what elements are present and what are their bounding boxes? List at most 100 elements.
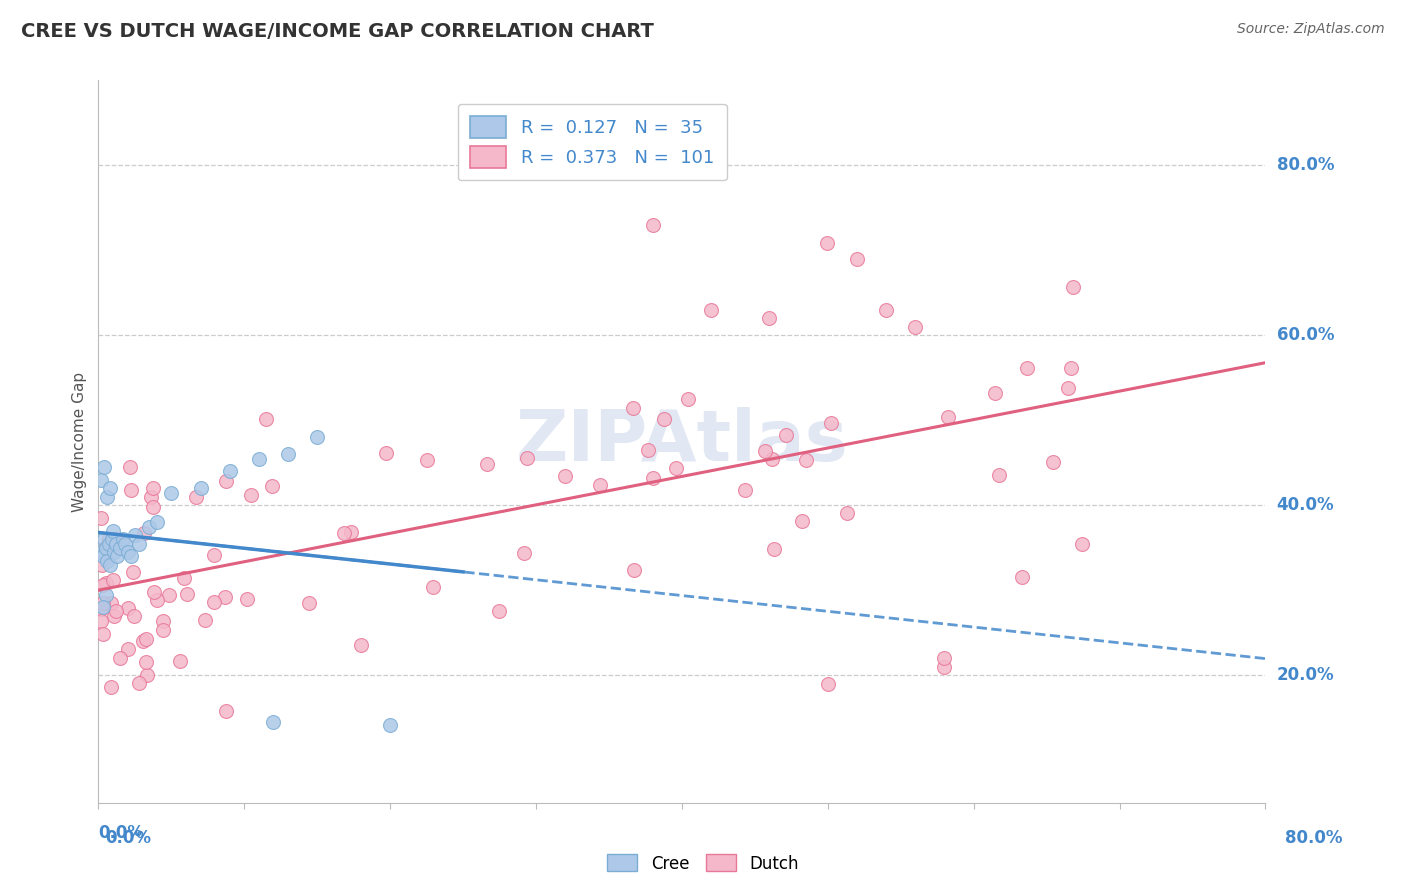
Point: [554, 469, 576, 483]
Point: [190, 481, 212, 495]
Point: [763, 541, 786, 556]
Point: [98, 532, 121, 546]
Point: [815, 235, 838, 250]
Point: [700, 302, 723, 317]
Point: [97, 536, 120, 550]
Y-axis label: Wage/Income Gap: Wage/Income Gap: [72, 371, 87, 512]
Point: [641, 218, 664, 232]
Point: [96, 490, 118, 504]
Point: [93, 596, 115, 610]
Point: [934, 660, 956, 674]
Point: [100, 533, 122, 547]
Point: [128, 536, 150, 550]
Point: [135, 632, 157, 647]
Point: [734, 483, 756, 498]
Point: [98, 481, 121, 495]
Point: [90, 473, 112, 487]
Point: [215, 474, 238, 488]
Point: [132, 634, 155, 648]
Point: [676, 392, 699, 407]
Point: [94, 575, 117, 590]
Point: [240, 487, 263, 501]
Point: [837, 506, 859, 520]
Legend: Cree, Dutch: Cree, Dutch: [600, 847, 806, 880]
Point: [761, 452, 783, 467]
Point: [621, 401, 644, 415]
Point: [110, 651, 132, 665]
Point: [794, 453, 817, 467]
Point: [104, 533, 127, 547]
Point: [117, 601, 139, 615]
Point: [114, 536, 136, 550]
Point: [157, 588, 180, 602]
Point: [90, 545, 112, 559]
Point: [146, 516, 169, 530]
Point: [215, 704, 238, 718]
Point: [754, 443, 776, 458]
Point: [94, 540, 117, 554]
Point: [817, 677, 839, 691]
Point: [94, 541, 117, 555]
Point: [104, 604, 127, 618]
Point: [103, 545, 125, 559]
Point: [145, 593, 167, 607]
Point: [110, 541, 132, 555]
Point: [90, 558, 112, 573]
Point: [1042, 455, 1064, 469]
Point: [416, 452, 439, 467]
Point: [101, 524, 124, 538]
Text: Source: ZipAtlas.com: Source: ZipAtlas.com: [1237, 22, 1385, 37]
Point: [135, 668, 157, 682]
Point: [152, 623, 174, 637]
Point: [820, 416, 842, 430]
Point: [513, 546, 536, 560]
Point: [90, 614, 112, 628]
Point: [97, 538, 120, 552]
Text: 80.0%: 80.0%: [1285, 829, 1343, 847]
Point: [904, 319, 927, 334]
Point: [100, 680, 122, 694]
Point: [117, 545, 139, 559]
Point: [475, 457, 498, 471]
Point: [128, 676, 150, 690]
Point: [262, 714, 284, 729]
Point: [1071, 536, 1094, 550]
Point: [218, 464, 240, 478]
Point: [90, 510, 112, 524]
Point: [96, 553, 118, 567]
Point: [91, 549, 114, 564]
Point: [1017, 360, 1039, 375]
Point: [143, 585, 166, 599]
Point: [90, 602, 112, 616]
Point: [160, 485, 183, 500]
Point: [93, 460, 115, 475]
Text: 20.0%: 20.0%: [1277, 666, 1334, 684]
Point: [792, 514, 814, 528]
Point: [1062, 280, 1084, 294]
Point: [91, 578, 114, 592]
Point: [105, 549, 128, 564]
Point: [135, 655, 157, 669]
Point: [983, 386, 1005, 401]
Point: [93, 533, 115, 547]
Point: [375, 446, 398, 460]
Point: [142, 500, 165, 515]
Point: [350, 638, 373, 652]
Point: [138, 519, 160, 533]
Text: 60.0%: 60.0%: [1277, 326, 1334, 344]
Point: [934, 651, 956, 665]
Point: [142, 482, 165, 496]
Text: ZIPAtlas: ZIPAtlas: [516, 407, 848, 476]
Point: [235, 592, 257, 607]
Point: [122, 609, 145, 624]
Point: [623, 563, 645, 577]
Point: [152, 614, 174, 628]
Point: [637, 442, 659, 457]
Point: [664, 460, 686, 475]
Point: [254, 412, 277, 426]
Point: [100, 596, 122, 610]
Point: [641, 471, 664, 485]
Point: [184, 490, 207, 504]
Point: [247, 451, 270, 466]
Legend: R =  0.127   N =  35, R =  0.373   N =  101: R = 0.127 N = 35, R = 0.373 N = 101: [457, 103, 727, 180]
